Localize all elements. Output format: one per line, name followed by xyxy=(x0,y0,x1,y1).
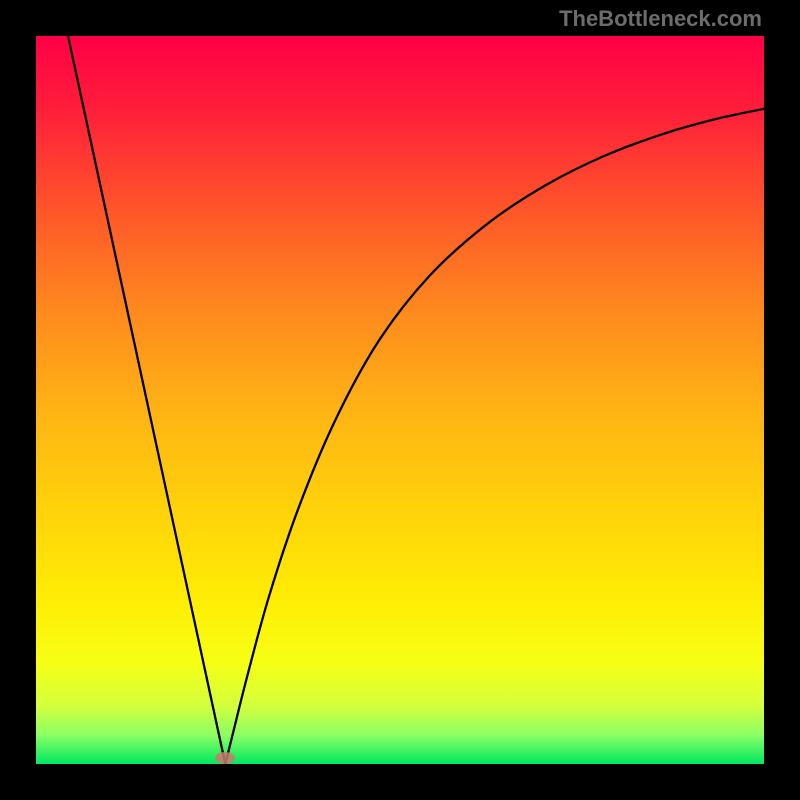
minimum-marker xyxy=(215,752,235,764)
watermark-text: TheBottleneck.com xyxy=(559,6,762,32)
curve-layer xyxy=(36,36,764,764)
bottleneck-curve xyxy=(68,36,764,764)
plot-area xyxy=(36,36,764,764)
chart-frame: TheBottleneck.com xyxy=(0,0,800,800)
